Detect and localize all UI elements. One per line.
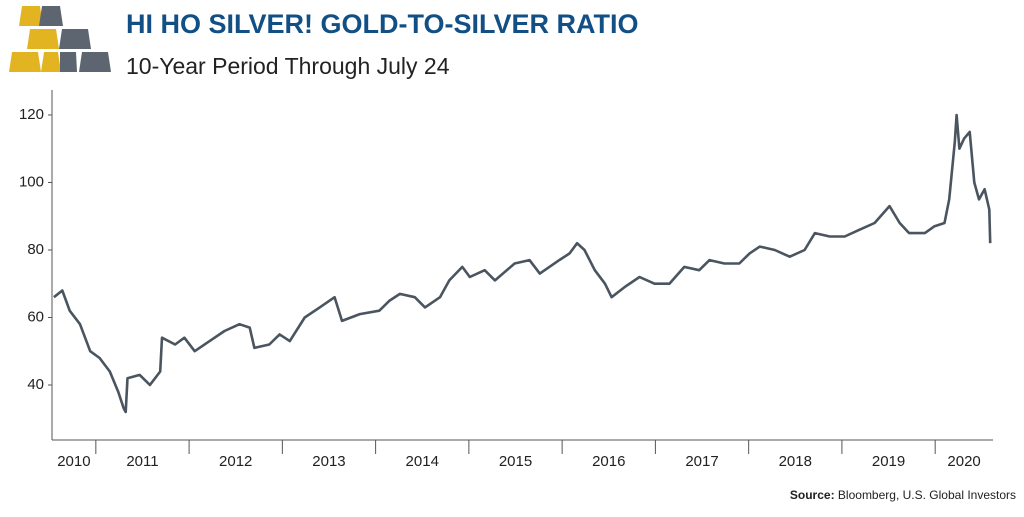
source-text: Bloomberg, U.S. Global Investors bbox=[838, 488, 1016, 502]
x-tick-label: 2013 bbox=[312, 453, 345, 470]
x-tick-label: 2017 bbox=[685, 453, 718, 470]
source: Source: Bloomberg, U.S. Global Investors bbox=[790, 488, 1016, 502]
source-label: Source: bbox=[790, 488, 835, 502]
y-tick-label: 120 bbox=[19, 106, 44, 123]
x-tick-label: 2014 bbox=[406, 453, 439, 470]
line-series bbox=[53, 113, 992, 414]
y-tick-label: 80 bbox=[27, 241, 44, 258]
x-tick-label: 2011 bbox=[126, 453, 158, 470]
chart-title: HI HO SILVER! GOLD-TO-SILVER RATIO bbox=[126, 9, 639, 39]
y-tick-label: 40 bbox=[27, 376, 44, 393]
x-tick-label: 2012 bbox=[219, 453, 252, 470]
logo bbox=[9, 6, 111, 72]
x-tick-label: 2015 bbox=[499, 453, 532, 470]
x-tick-label: 2010 bbox=[57, 453, 90, 470]
x-tick-label: 2016 bbox=[592, 453, 625, 470]
x-tick-label: 2018 bbox=[779, 453, 812, 470]
y-tick-label: 60 bbox=[27, 308, 44, 325]
y-tick-label: 100 bbox=[19, 173, 44, 190]
x-tick-label: 2019 bbox=[872, 453, 905, 470]
x-tick-label: 2020 bbox=[947, 453, 980, 470]
chart-subtitle: 10-Year Period Through July 24 bbox=[126, 53, 450, 79]
